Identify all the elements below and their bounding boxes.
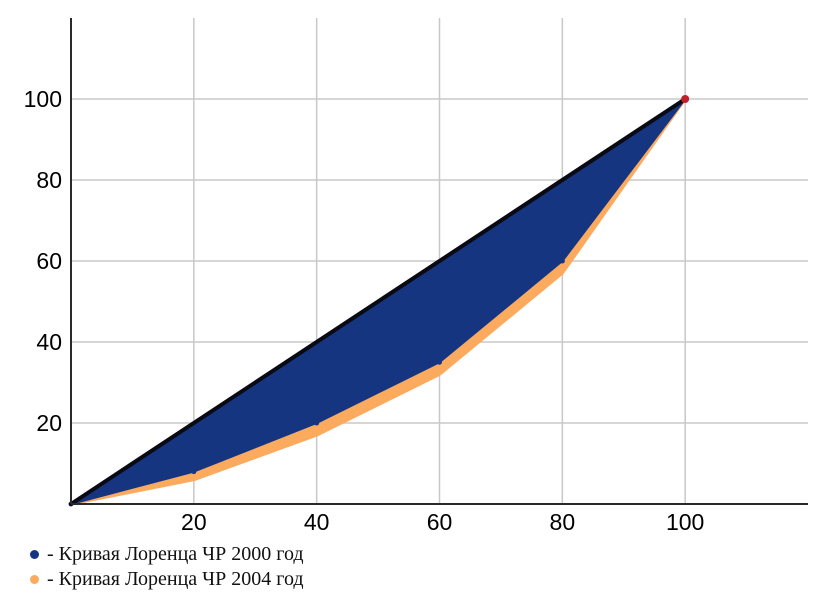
legend-marker-2004 xyxy=(30,575,39,584)
y-tick-100: 100 xyxy=(24,86,62,112)
axes xyxy=(70,18,808,505)
y-tick-labels: 20 40 60 80 100 xyxy=(24,86,62,436)
legend-label-2000: - Кривая Лоренца ЧР 2000 год xyxy=(47,543,304,565)
point-2000-40 xyxy=(314,420,320,426)
x-tick-60: 60 xyxy=(427,509,453,535)
y-tick-20: 20 xyxy=(36,410,62,436)
point-2000-60 xyxy=(437,359,442,365)
y-tick-80: 80 xyxy=(36,167,62,193)
legend-marker-2000 xyxy=(30,550,39,559)
legend-item-2000: - Кривая Лоренца ЧР 2000 год xyxy=(30,543,304,566)
point-2000-20 xyxy=(191,469,197,475)
y-tick-40: 40 xyxy=(36,329,62,355)
x-tick-labels: 20 40 60 80 100 xyxy=(181,509,704,535)
endpoint-marker xyxy=(681,95,690,103)
equality-line xyxy=(69,97,688,506)
legend-label-2004: - Кривая Лоренца ЧР 2004 год xyxy=(47,568,304,590)
legend-item-2004: - Кривая Лоренца ЧР 2004 год xyxy=(30,568,304,591)
y-tick-60: 60 xyxy=(36,248,62,274)
x-tick-20: 20 xyxy=(181,509,207,535)
x-tick-40: 40 xyxy=(304,509,330,535)
point-2000-80 xyxy=(559,258,565,264)
chart-areas xyxy=(68,95,690,507)
x-tick-80: 80 xyxy=(550,509,576,535)
x-tick-100: 100 xyxy=(666,509,704,535)
